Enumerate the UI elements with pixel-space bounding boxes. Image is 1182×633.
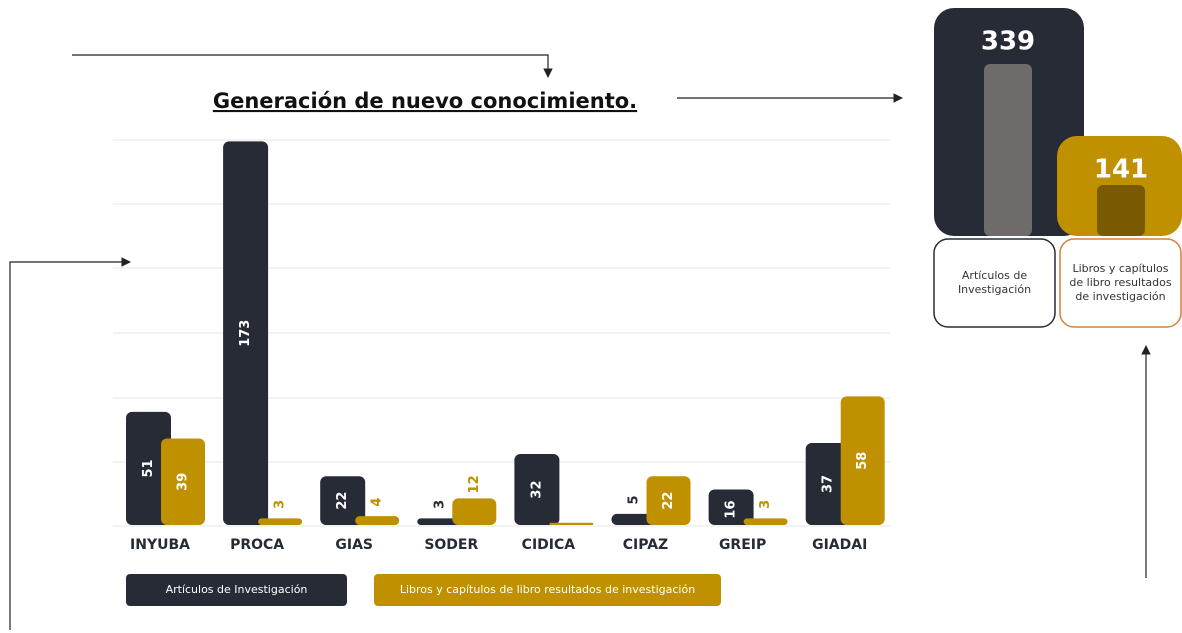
x-tick-label: GREIP: [719, 537, 766, 553]
data-label: 22: [335, 492, 350, 510]
bar: [161, 438, 205, 525]
legend-swatch: [126, 574, 347, 606]
arrows: [9, 54, 1151, 630]
data-label: 51: [141, 459, 156, 477]
data-label: 32: [529, 480, 544, 498]
data-label: 4: [370, 498, 385, 507]
bar: [743, 518, 788, 525]
summary-caption: Artículos de Investigación: [957, 269, 1032, 296]
summary-inner-bar: [1097, 185, 1145, 236]
data-label: 173: [238, 320, 253, 347]
x-tick-label: GIAS: [335, 537, 373, 553]
legend-swatch: [374, 574, 721, 606]
bar: [708, 489, 754, 525]
bar: [452, 498, 497, 525]
bar: [549, 522, 594, 525]
bar: [646, 476, 691, 525]
data-label: 3: [273, 500, 288, 509]
summary-caption-text: Libros y capítulos de libro resultados d…: [1069, 262, 1172, 303]
summary-caption: Libros y capítulos de libro resultados d…: [1069, 262, 1172, 303]
summary-caption-box: [933, 238, 1056, 328]
x-tick-label: GIADAI: [812, 537, 867, 553]
summary-value: 141: [1094, 155, 1148, 185]
summary-caption-text: Artículos de Investigación: [957, 269, 1032, 296]
data-label: 3: [758, 500, 773, 509]
x-tick-label: INYUBA: [130, 537, 190, 553]
bar: [611, 513, 657, 525]
data-label: 22: [661, 492, 676, 510]
summary-inner-bar: [984, 64, 1032, 236]
bar: [258, 518, 303, 525]
data-label: 3: [432, 500, 447, 509]
bar: [417, 518, 463, 525]
legend-label: Artículos de Investigación: [166, 583, 308, 596]
summary-value: 339: [981, 27, 1035, 57]
bar: [223, 141, 269, 526]
data-label: 58: [855, 452, 870, 470]
data-label: 37: [821, 475, 836, 493]
data-label: 39: [176, 473, 191, 491]
x-tick-label: PROCA: [230, 537, 284, 553]
bar: [126, 411, 171, 525]
bar: [514, 454, 560, 525]
x-tick-label: SODER: [424, 537, 478, 553]
legend-label: Libros y capítulos de libro resultados d…: [400, 583, 695, 596]
bar: [805, 442, 851, 525]
x-tick-label: CIDICA: [522, 537, 576, 553]
data-label: 12: [467, 475, 482, 493]
summary-caption-box: [1059, 238, 1182, 328]
x-tick-label: CIPAZ: [623, 537, 668, 553]
bar: [320, 476, 366, 525]
data-label: 5: [627, 495, 642, 504]
chart-title: Generación de nuevo conocimiento.: [213, 89, 637, 113]
data-label: 16: [724, 500, 739, 518]
bar: [840, 396, 885, 525]
bar: [355, 516, 400, 525]
